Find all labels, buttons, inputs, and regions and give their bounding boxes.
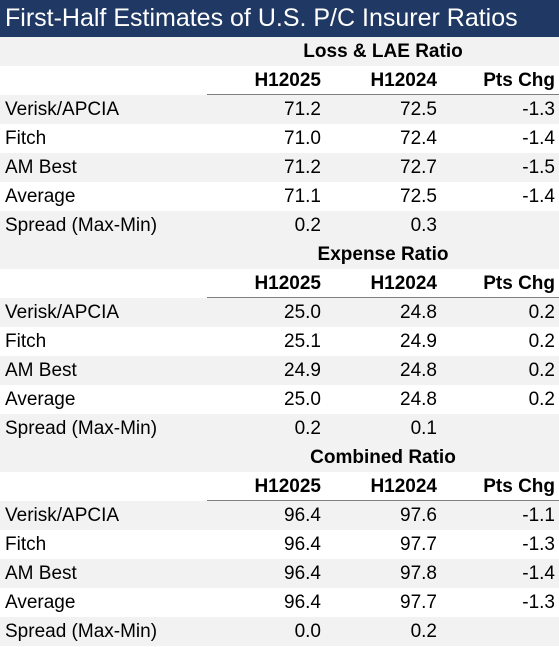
cell-pts-chg: 0.2	[528, 360, 555, 381]
column-header-pts-chg: Pts Chg	[483, 273, 555, 294]
table-row: Spread (Max-Min) 0.2 0.1	[0, 414, 559, 443]
section-heading-row: Combined Ratio	[0, 443, 559, 472]
cell-h12025: 71.1	[284, 186, 321, 207]
section-heading: Combined Ratio	[310, 447, 456, 468]
cell-h12024: 24.8	[400, 360, 437, 381]
column-header-h12024: H12024	[370, 476, 437, 497]
section-heading: Expense Ratio	[317, 244, 449, 265]
row-label: AM Best	[5, 360, 77, 381]
cell-pts-chg: -1.3	[522, 534, 555, 555]
cell-h12024: 24.8	[400, 302, 437, 323]
cell-h12025: 25.0	[284, 302, 321, 323]
section-expense: Expense Ratio H12025 H12024 Pts Chg Veri…	[0, 240, 559, 443]
cell-h12024: 72.7	[400, 157, 437, 178]
cell-h12025: 71.0	[284, 128, 321, 149]
table-row: AM Best 96.4 97.8 -1.4	[0, 559, 559, 588]
column-header-row: H12025 H12024 Pts Chg	[0, 269, 559, 298]
cell-pts-chg: -1.4	[522, 128, 555, 149]
cell-pts-chg: -1.4	[522, 563, 555, 584]
row-label: Verisk/APCIA	[5, 302, 120, 323]
column-header-h12024: H12024	[370, 273, 437, 294]
cell-h12024: 97.8	[400, 563, 437, 584]
table-row: Verisk/APCIA 25.0 24.8 0.2	[0, 298, 559, 327]
row-label: Spread (Max-Min)	[5, 621, 158, 642]
cell-h12025: 71.2	[284, 99, 321, 120]
table-row: Verisk/APCIA 96.4 97.6 -1.1	[0, 501, 559, 530]
row-label: Average	[5, 186, 76, 207]
cell-h12024: 72.4	[400, 128, 437, 149]
column-header-h12025: H12025	[254, 70, 321, 91]
cell-h12025: 25.0	[284, 389, 321, 410]
cell-h12025: 0.2	[294, 215, 321, 236]
cell-h12024: 0.2	[410, 621, 437, 642]
row-label: Fitch	[5, 331, 47, 352]
column-header-h12025: H12025	[254, 273, 321, 294]
row-label: AM Best	[5, 563, 77, 584]
header-rule	[207, 94, 559, 95]
table-row: Average 71.1 72.5 -1.4	[0, 182, 559, 211]
cell-h12025: 0.0	[294, 621, 321, 642]
column-header-pts-chg: Pts Chg	[483, 70, 555, 91]
header-rule	[207, 297, 559, 298]
cell-pts-chg: 0.2	[528, 331, 555, 352]
row-label: Spread (Max-Min)	[5, 418, 158, 439]
cell-pts-chg: 0.2	[528, 302, 555, 323]
cell-h12025: 96.4	[284, 592, 321, 613]
section-loss-lae: Loss & LAE Ratio H12025 H12024 Pts Chg V…	[0, 37, 559, 240]
table-row: Average 25.0 24.8 0.2	[0, 385, 559, 414]
header-rule	[207, 500, 559, 501]
cell-pts-chg: -1.4	[522, 186, 555, 207]
cell-h12024: 0.1	[410, 418, 437, 439]
cell-h12025: 71.2	[284, 157, 321, 178]
row-label: AM Best	[5, 157, 77, 178]
table-row: Spread (Max-Min) 0.2 0.3	[0, 211, 559, 240]
cell-h12024: 72.5	[400, 186, 437, 207]
row-label: Fitch	[5, 128, 47, 149]
row-label: Spread (Max-Min)	[5, 215, 158, 236]
column-header-row: H12025 H12024 Pts Chg	[0, 66, 559, 95]
section-heading: Loss & LAE Ratio	[303, 41, 463, 62]
column-header-h12024: H12024	[370, 70, 437, 91]
column-header-h12025: H12025	[254, 476, 321, 497]
table-row: Fitch 71.0 72.4 -1.4	[0, 124, 559, 153]
section-heading-row: Loss & LAE Ratio	[0, 37, 559, 66]
cell-h12024: 97.6	[400, 505, 437, 526]
cell-pts-chg: -1.3	[522, 592, 555, 613]
table-title: First-Half Estimates of U.S. P/C Insurer…	[0, 0, 559, 37]
cell-h12024: 97.7	[400, 534, 437, 555]
table-row: AM Best 71.2 72.7 -1.5	[0, 153, 559, 182]
cell-h12024: 0.3	[410, 215, 437, 236]
cell-h12024: 24.9	[400, 331, 437, 352]
column-header-row: H12025 H12024 Pts Chg	[0, 472, 559, 501]
cell-pts-chg: -1.5	[522, 157, 555, 178]
row-label: Fitch	[5, 534, 47, 555]
cell-h12025: 96.4	[284, 563, 321, 584]
row-label: Average	[5, 389, 76, 410]
cell-h12025: 25.1	[284, 331, 321, 352]
table-row: Average 96.4 97.7 -1.3	[0, 588, 559, 617]
table-row: Fitch 96.4 97.7 -1.3	[0, 530, 559, 559]
cell-h12025: 96.4	[284, 534, 321, 555]
cell-pts-chg: -1.1	[522, 505, 555, 526]
row-label: Average	[5, 592, 76, 613]
cell-h12025: 24.9	[284, 360, 321, 381]
row-label: Verisk/APCIA	[5, 505, 120, 526]
cell-h12024: 97.7	[400, 592, 437, 613]
table-row: Verisk/APCIA 71.2 72.5 -1.3	[0, 95, 559, 124]
row-label: Verisk/APCIA	[5, 99, 120, 120]
table-row: AM Best 24.9 24.8 0.2	[0, 356, 559, 385]
cell-h12024: 24.8	[400, 389, 437, 410]
cell-h12024: 72.5	[400, 99, 437, 120]
section-heading-row: Expense Ratio	[0, 240, 559, 269]
column-header-pts-chg: Pts Chg	[483, 476, 555, 497]
section-combined: Combined Ratio H12025 H12024 Pts Chg Ver…	[0, 443, 559, 646]
table-row: Spread (Max-Min) 0.0 0.2	[0, 617, 559, 646]
cell-pts-chg: -1.3	[522, 99, 555, 120]
table-row: Fitch 25.1 24.9 0.2	[0, 327, 559, 356]
cell-h12025: 96.4	[284, 505, 321, 526]
cell-pts-chg: 0.2	[528, 389, 555, 410]
cell-h12025: 0.2	[294, 418, 321, 439]
